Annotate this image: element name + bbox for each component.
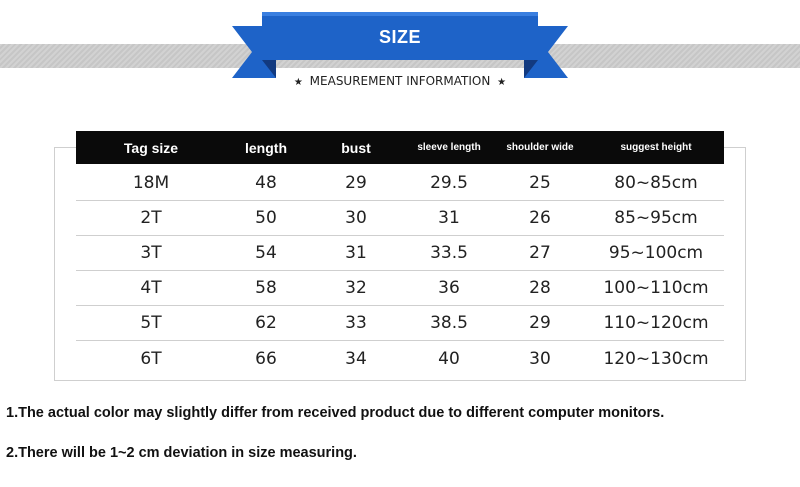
subtitle-text: MEASUREMENT INFORMATION: [309, 74, 491, 88]
table-row: 4T 58 32 36 28 100~110cm: [76, 271, 724, 306]
table-row: 5T 62 33 38.5 29 110~120cm: [76, 306, 724, 341]
cell-sleeve-length: 33.5: [430, 243, 468, 263]
cell-shoulder-wide: 29: [529, 313, 551, 333]
header-bust: bust: [341, 139, 371, 156]
cell-tag-size: 4T: [140, 278, 162, 298]
cell-shoulder-wide: 26: [529, 208, 551, 228]
star-icon-right: ★: [497, 77, 507, 88]
header-length: length: [245, 139, 287, 156]
header-shoulder-wide: shoulder wide: [506, 142, 574, 153]
table-row: 2T 50 30 31 26 85~95cm: [76, 201, 724, 236]
cell-suggest-height: 95~100cm: [608, 243, 704, 263]
note-color-difference: 1.The actual color may slightly differ f…: [6, 405, 665, 421]
cell-sleeve-length: 36: [438, 278, 460, 298]
cell-length: 58: [255, 278, 277, 298]
header-tag-size: Tag size: [123, 139, 179, 156]
cell-bust: 29: [345, 173, 367, 193]
cell-sleeve-length: 31: [438, 208, 460, 228]
cell-shoulder-wide: 27: [529, 243, 551, 263]
subtitle-row: ★ MEASUREMENT INFORMATION ★: [0, 74, 800, 88]
cell-suggest-height: 80~85cm: [614, 173, 698, 193]
header-sleeve-length: sleeve length: [417, 142, 481, 153]
cell-tag-size: 2T: [140, 208, 162, 228]
header-suggest-height: suggest height: [620, 142, 692, 153]
cell-sleeve-length: 40: [438, 348, 460, 369]
star-icon-left: ★: [293, 77, 303, 88]
cell-tag-size: 3T: [140, 243, 162, 263]
cell-length: 54: [255, 243, 277, 263]
cell-suggest-height: 110~120cm: [603, 313, 709, 333]
table-row: 18M 48 29 29.5 25 80~85cm: [76, 166, 724, 201]
cell-tag-size: 6T: [140, 348, 162, 369]
cell-bust: 33: [345, 313, 367, 333]
cell-bust: 34: [345, 348, 367, 369]
cell-tag-size: 18M: [132, 173, 170, 193]
cell-suggest-height: 120~130cm: [603, 348, 709, 369]
banner-title: SIZE: [378, 27, 421, 47]
table-row: 6T 66 34 40 30 120~130cm: [76, 341, 724, 376]
cell-length: 50: [255, 208, 277, 228]
cell-bust: 32: [345, 278, 367, 298]
table-body: 18M 48 29 29.5 25 80~85cm 2T 50 30 31 26…: [76, 166, 724, 376]
cell-sleeve-length: 29.5: [430, 173, 468, 193]
cell-length: 62: [255, 313, 277, 333]
cell-suggest-height: 85~95cm: [614, 208, 698, 228]
cell-length: 48: [255, 173, 277, 193]
cell-bust: 30: [345, 208, 367, 228]
cell-length: 66: [255, 348, 277, 369]
table-row: 3T 54 31 33.5 27 95~100cm: [76, 236, 724, 271]
cell-shoulder-wide: 25: [529, 173, 551, 193]
cell-shoulder-wide: 28: [529, 278, 551, 298]
size-ribbon-banner: [232, 12, 568, 78]
cell-suggest-height: 100~110cm: [603, 278, 709, 298]
note-size-deviation: 2.There will be 1~2 cm deviation in size…: [6, 445, 357, 461]
cell-tag-size: 5T: [140, 313, 162, 333]
table-header-row: Tag size length bust sleeve length shoul…: [76, 131, 724, 164]
cell-bust: 31: [345, 243, 367, 263]
cell-shoulder-wide: 30: [529, 348, 551, 369]
cell-sleeve-length: 38.5: [430, 313, 468, 333]
